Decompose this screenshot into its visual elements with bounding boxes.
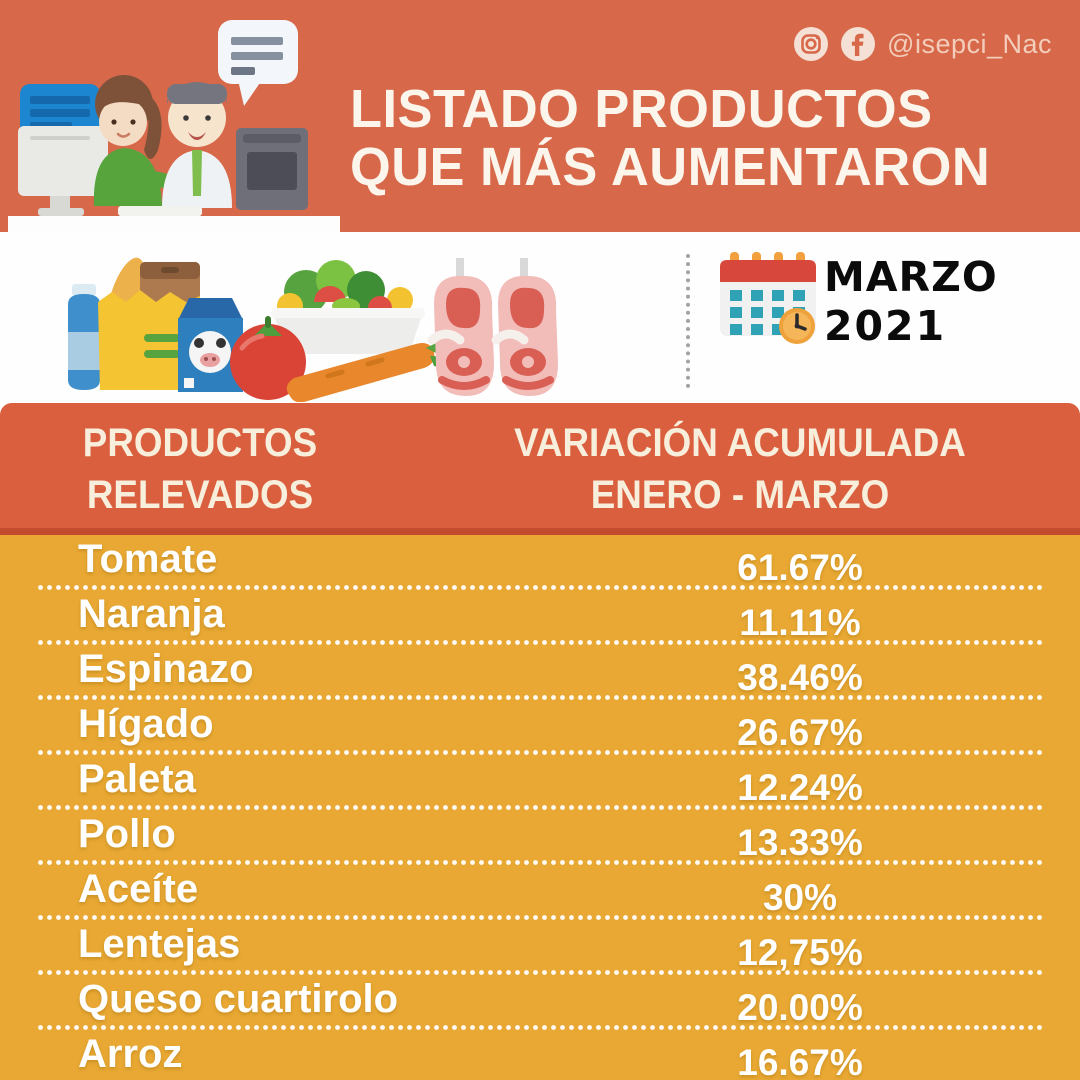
groceries-illustration bbox=[68, 257, 558, 402]
product-name: Aceíte bbox=[78, 867, 199, 911]
variation-value: 13.33% bbox=[737, 822, 863, 863]
column-header-variation: VARIACIÓN ACUMULADA ENERO - MARZO bbox=[400, 403, 1080, 528]
title-line-2: QUE MÁS AUMENTARON bbox=[350, 137, 991, 197]
monitor bbox=[18, 126, 108, 216]
table-row: Espinazo 38.46% bbox=[0, 645, 1080, 698]
row-dotted-separator bbox=[38, 915, 1042, 920]
salad-bowl bbox=[271, 260, 425, 354]
product-name: Tomate bbox=[78, 537, 218, 581]
col2-line2: ENERO - MARZO bbox=[590, 472, 890, 517]
keyboard bbox=[118, 206, 202, 216]
row-dotted-separator bbox=[38, 640, 1042, 645]
cash-register bbox=[236, 128, 308, 210]
period-month: MARZO bbox=[824, 253, 998, 301]
column-header-products: PRODUCTOS RELEVADOS bbox=[0, 403, 400, 528]
product-name: Naranja bbox=[78, 592, 225, 636]
period-band: MARZO 2021 bbox=[0, 232, 1080, 403]
row-dotted-separator bbox=[38, 970, 1042, 975]
dotted-separator bbox=[686, 254, 690, 388]
variation-value: 12,75% bbox=[737, 932, 863, 973]
page-title: LISTADO PRODUCTOS QUE MÁS AUMENTARON bbox=[350, 80, 990, 196]
col1-line2: RELEVADOS bbox=[86, 472, 314, 517]
calendar-clock-icon bbox=[720, 252, 816, 344]
products-table: Tomate 61.67% Naranja 11.11% Espinazo 38… bbox=[0, 535, 1080, 1080]
variation-value: 26.67% bbox=[737, 712, 863, 753]
table-row: Hígado 26.67% bbox=[0, 700, 1080, 753]
social-handle[interactable]: @isepci_Nac bbox=[887, 28, 1052, 59]
row-dotted-separator bbox=[38, 750, 1042, 755]
speech-bubble-white bbox=[218, 20, 298, 106]
row-dotted-separator bbox=[38, 585, 1042, 590]
cashier-man bbox=[162, 82, 232, 208]
row-dotted-separator bbox=[38, 1025, 1042, 1030]
table-row: Naranja 11.11% bbox=[0, 590, 1080, 643]
period-label: MARZO 2021 bbox=[824, 254, 998, 352]
period-year: 2021 bbox=[824, 302, 947, 350]
product-name: Lentejas bbox=[78, 922, 241, 966]
variation-value: 12.24% bbox=[737, 767, 863, 808]
facebook-icon[interactable] bbox=[840, 26, 876, 62]
meat-ribs bbox=[427, 258, 558, 396]
table-row: Aceíte 30% bbox=[0, 865, 1080, 918]
milk-carton bbox=[178, 298, 243, 392]
table-row: Tomate 61.67% bbox=[0, 535, 1080, 588]
product-name: Pollo bbox=[78, 812, 176, 856]
product-name: Arroz bbox=[78, 1032, 183, 1076]
product-name: Espinazo bbox=[78, 647, 254, 691]
table-row: Pollo 13.33% bbox=[0, 810, 1080, 863]
col2-line1: VARIACIÓN ACUMULADA bbox=[514, 420, 966, 465]
row-dotted-separator bbox=[38, 805, 1042, 810]
table-row: Lentejas 12,75% bbox=[0, 920, 1080, 973]
variation-value: 11.11% bbox=[739, 602, 861, 643]
social-links[interactable]: @isepci_Nac bbox=[793, 26, 1052, 62]
table-row: Queso cuartirolo 20.00% bbox=[0, 975, 1080, 1028]
product-name: Queso cuartirolo bbox=[78, 977, 399, 1021]
variation-value: 38.46% bbox=[737, 657, 863, 698]
table-row: Arroz 16.67% bbox=[0, 1030, 1080, 1080]
tomato bbox=[230, 316, 306, 400]
bottle bbox=[68, 284, 100, 390]
banner: @isepci_Nac LISTADO PRODUCTOS QUE MÁS AU… bbox=[0, 0, 1080, 232]
product-name: Paleta bbox=[78, 757, 196, 801]
header-table-divider bbox=[0, 528, 1080, 535]
variation-value: 30% bbox=[762, 877, 838, 918]
variation-value: 16.67% bbox=[737, 1042, 863, 1080]
table-header: PRODUCTOS RELEVADOS VARIACIÓN ACUMULADA … bbox=[0, 403, 1080, 528]
variation-value: 61.67% bbox=[737, 547, 863, 588]
row-dotted-separator bbox=[38, 695, 1042, 700]
product-name: Hígado bbox=[78, 702, 214, 746]
title-line-1: LISTADO PRODUCTOS bbox=[350, 79, 933, 139]
instagram-icon[interactable] bbox=[793, 26, 829, 62]
table-row: Paleta 12.24% bbox=[0, 755, 1080, 808]
cashier-illustration bbox=[8, 20, 340, 232]
counter bbox=[8, 216, 340, 232]
row-dotted-separator bbox=[38, 860, 1042, 865]
col1-line1: PRODUCTOS bbox=[82, 420, 318, 465]
variation-value: 20.00% bbox=[737, 987, 863, 1028]
